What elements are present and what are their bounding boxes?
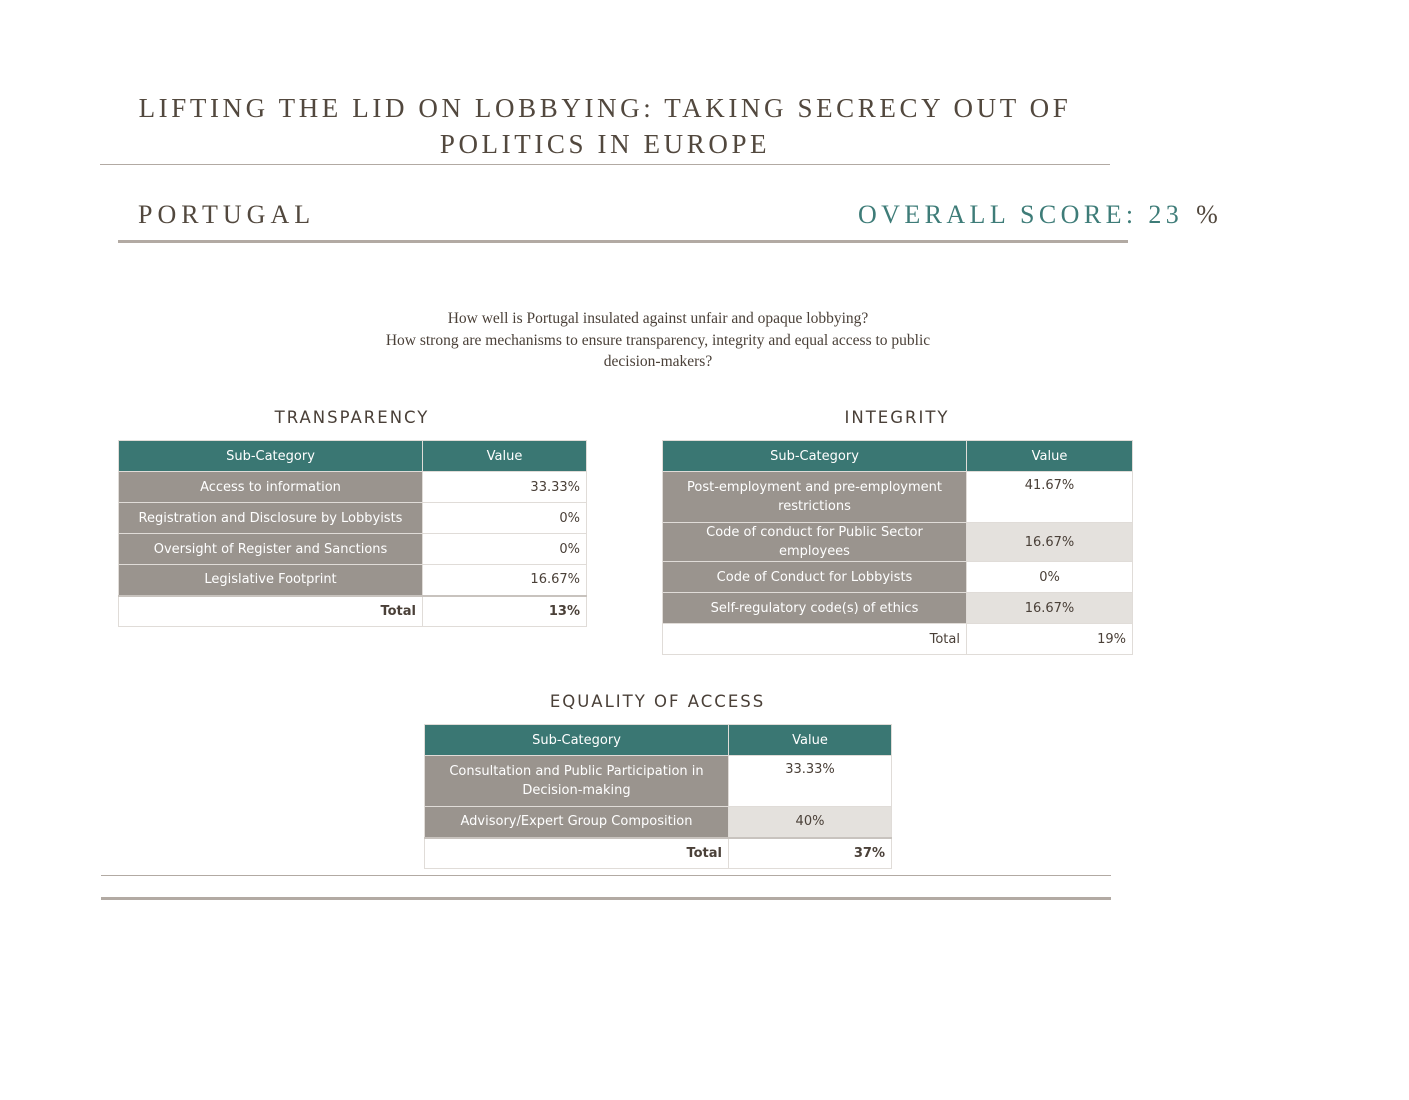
total-label: Total [424, 836, 729, 869]
value-cell: 41.67% [966, 471, 1133, 523]
total-value: 19% [966, 623, 1133, 655]
question-line-3: decision-makers? [603, 353, 713, 370]
overall-score-unit: % [1196, 200, 1223, 229]
subcategory-cell: Access to information [118, 471, 423, 503]
subcategory-cell: Registration and Disclosure by Lobbyists [118, 502, 423, 534]
value-cell: 0% [966, 561, 1133, 593]
total-value: 13% [422, 594, 587, 627]
table-row: Post-employment and pre-employment restr… [662, 471, 1133, 523]
subcategory-cell: Advisory/Expert Group Composition [424, 806, 729, 838]
report-title: LIFTING THE LID ON LOBBYING: TAKING SECR… [100, 90, 1110, 162]
value-cell: 0% [422, 502, 587, 534]
subcategory-cell: Consultation and Public Participation in… [424, 755, 729, 807]
report-title-line2: POLITICS IN EUROPE [439, 129, 771, 159]
subcategory-cell: Post-employment and pre-employment restr… [662, 471, 967, 523]
transparency-title: TRANSPARENCY [274, 408, 430, 427]
table-row: Self-regulatory code(s) of ethics 16.67% [662, 592, 1133, 624]
table-header-row: Sub-Category Value [424, 724, 892, 756]
bottom-divider-thick [101, 897, 1111, 900]
value-cell: 16.67% [966, 522, 1133, 562]
table-row: Code of Conduct for Lobbyists 0% [662, 561, 1133, 593]
total-label: Total [662, 623, 967, 655]
value-cell: 33.33% [728, 755, 892, 807]
table-row: Advisory/Expert Group Composition 40% [424, 806, 892, 838]
value-cell: 40% [728, 806, 892, 838]
table-row: Legislative Footprint 16.67% [118, 564, 587, 596]
total-row: Total 37% [424, 836, 892, 869]
country-name: PORTUGAL [138, 200, 316, 229]
subcategory-cell: Self-regulatory code(s) of ethics [662, 592, 967, 624]
bottom-divider-thin [101, 875, 1111, 876]
subcategory-cell: Oversight of Register and Sanctions [118, 533, 423, 565]
subcategory-cell: Code of conduct for Public Sector employ… [662, 522, 967, 562]
column-header-subcategory: Sub-Category [662, 440, 967, 472]
integrity-title: INTEGRITY [844, 408, 950, 427]
intro-questions: How well is Portugal insulated against u… [310, 308, 1006, 373]
value-cell: 16.67% [966, 592, 1133, 624]
integrity-table: Sub-Category Value Post-employment and p… [662, 440, 1133, 655]
overall-score: OVERALL SCORE: 23 % [858, 200, 1222, 230]
column-header-subcategory: Sub-Category [118, 440, 423, 472]
subcategory-cell: Code of Conduct for Lobbyists [662, 561, 967, 593]
question-line-1: How well is Portugal insulated against u… [447, 310, 869, 327]
column-header-value: Value [728, 724, 892, 756]
table-row: Code of conduct for Public Sector employ… [662, 522, 1133, 562]
report-title-line1: LIFTING THE LID ON LOBBYING: TAKING SECR… [138, 93, 1072, 123]
table-row: Access to information 33.33% [118, 471, 587, 503]
total-label: Total [118, 594, 423, 627]
transparency-table: Sub-Category Value Access to information… [118, 440, 587, 627]
value-cell: 0% [422, 533, 587, 565]
table-row: Registration and Disclosure by Lobbyists… [118, 502, 587, 534]
subcategory-cell: Legislative Footprint [118, 564, 423, 596]
equality-title: EQUALITY OF ACCESS [549, 692, 766, 711]
table-header-row: Sub-Category Value [662, 440, 1133, 472]
value-cell: 33.33% [422, 471, 587, 503]
total-value: 37% [728, 836, 892, 869]
total-row: Total 19% [662, 623, 1133, 655]
country-divider [118, 240, 1128, 243]
column-header-value: Value [422, 440, 587, 472]
title-divider [100, 164, 1110, 165]
total-row: Total 13% [118, 594, 587, 627]
overall-score-label: OVERALL SCORE: 23 [858, 200, 1184, 229]
table-row: Consultation and Public Participation in… [424, 755, 892, 807]
column-header-value: Value [966, 440, 1133, 472]
question-line-2: How strong are mechanisms to ensure tran… [385, 331, 931, 349]
column-header-subcategory: Sub-Category [424, 724, 729, 756]
table-header-row: Sub-Category Value [118, 440, 587, 472]
table-row: Oversight of Register and Sanctions 0% [118, 533, 587, 565]
equality-table: Sub-Category Value Consultation and Publ… [424, 724, 892, 869]
value-cell: 16.67% [422, 564, 587, 596]
